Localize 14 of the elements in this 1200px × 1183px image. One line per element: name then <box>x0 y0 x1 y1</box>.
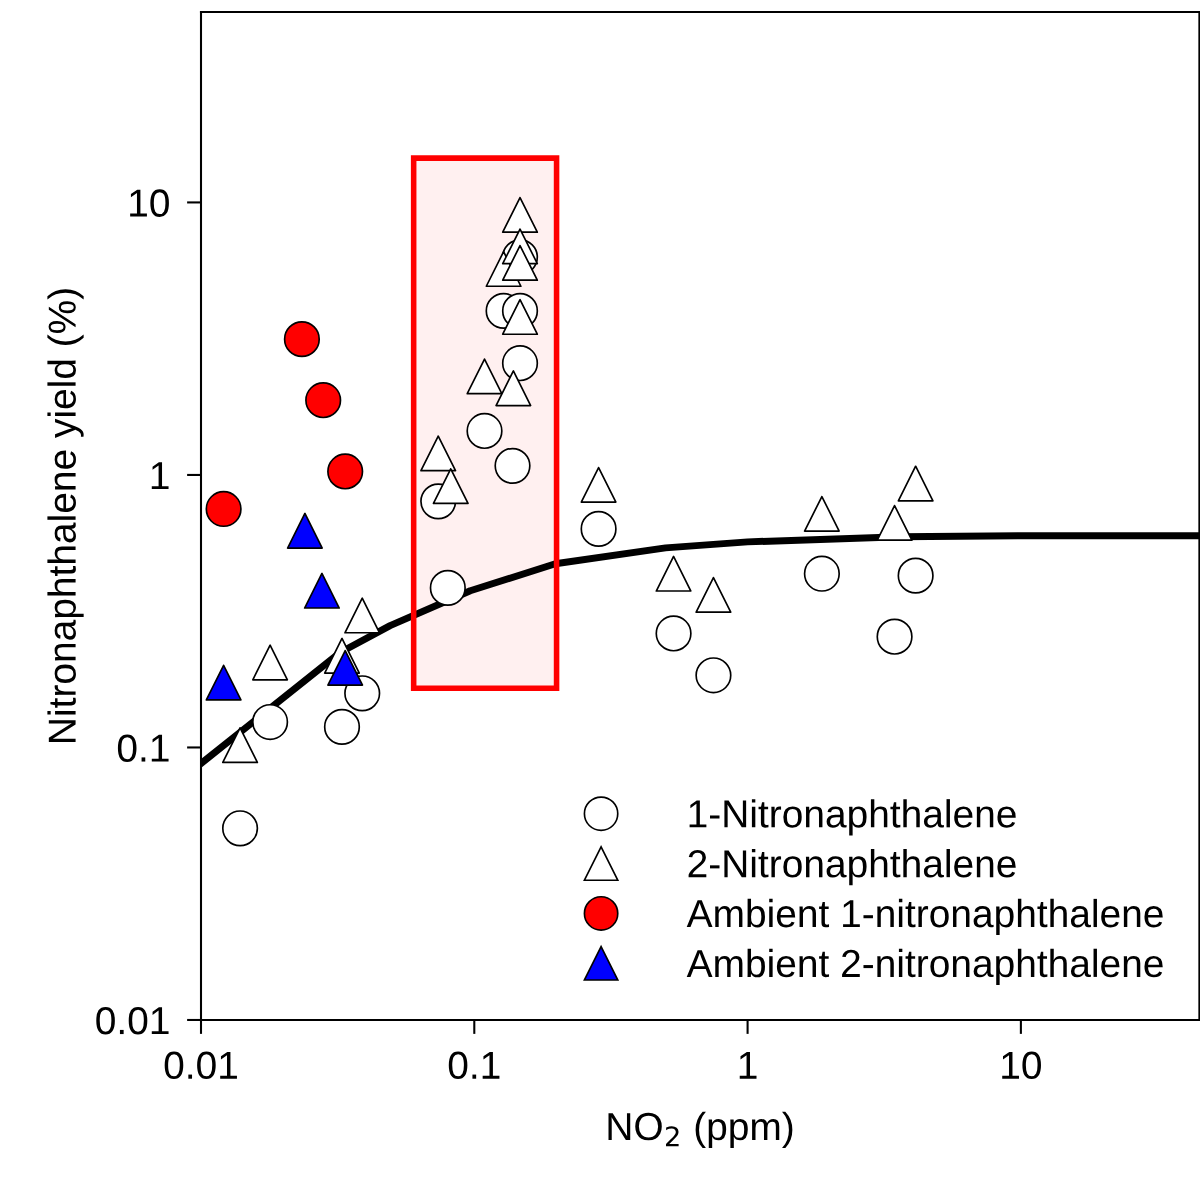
y-tick-label: 0.1 <box>117 734 169 762</box>
x-tick-label: 0.01 <box>164 1051 237 1080</box>
x-tick-label: 0.1 <box>448 1051 500 1080</box>
y-tick-label: 10 <box>130 189 169 217</box>
y-tick-label: 1 <box>151 462 169 490</box>
y-axis-title: Nitronaphthalene yield (%) <box>47 289 84 742</box>
legend-label: Ambient 2-nitronaphthalene <box>686 948 1163 985</box>
y-tick-label: 0.01 <box>96 1006 169 1035</box>
x-tick-label: 10 <box>1002 1051 1041 1080</box>
legend-label: Ambient 1-nitronaphthalene <box>686 898 1163 936</box>
x-axis-title: NO$_{2}$ (ppm) <box>608 1111 793 1149</box>
legend-label: 2-Nitronaphthalene <box>688 849 1016 886</box>
legend-label: 1-Nitronaphthalene <box>689 799 1016 836</box>
x-tick-label: 1 <box>739 1051 757 1079</box>
